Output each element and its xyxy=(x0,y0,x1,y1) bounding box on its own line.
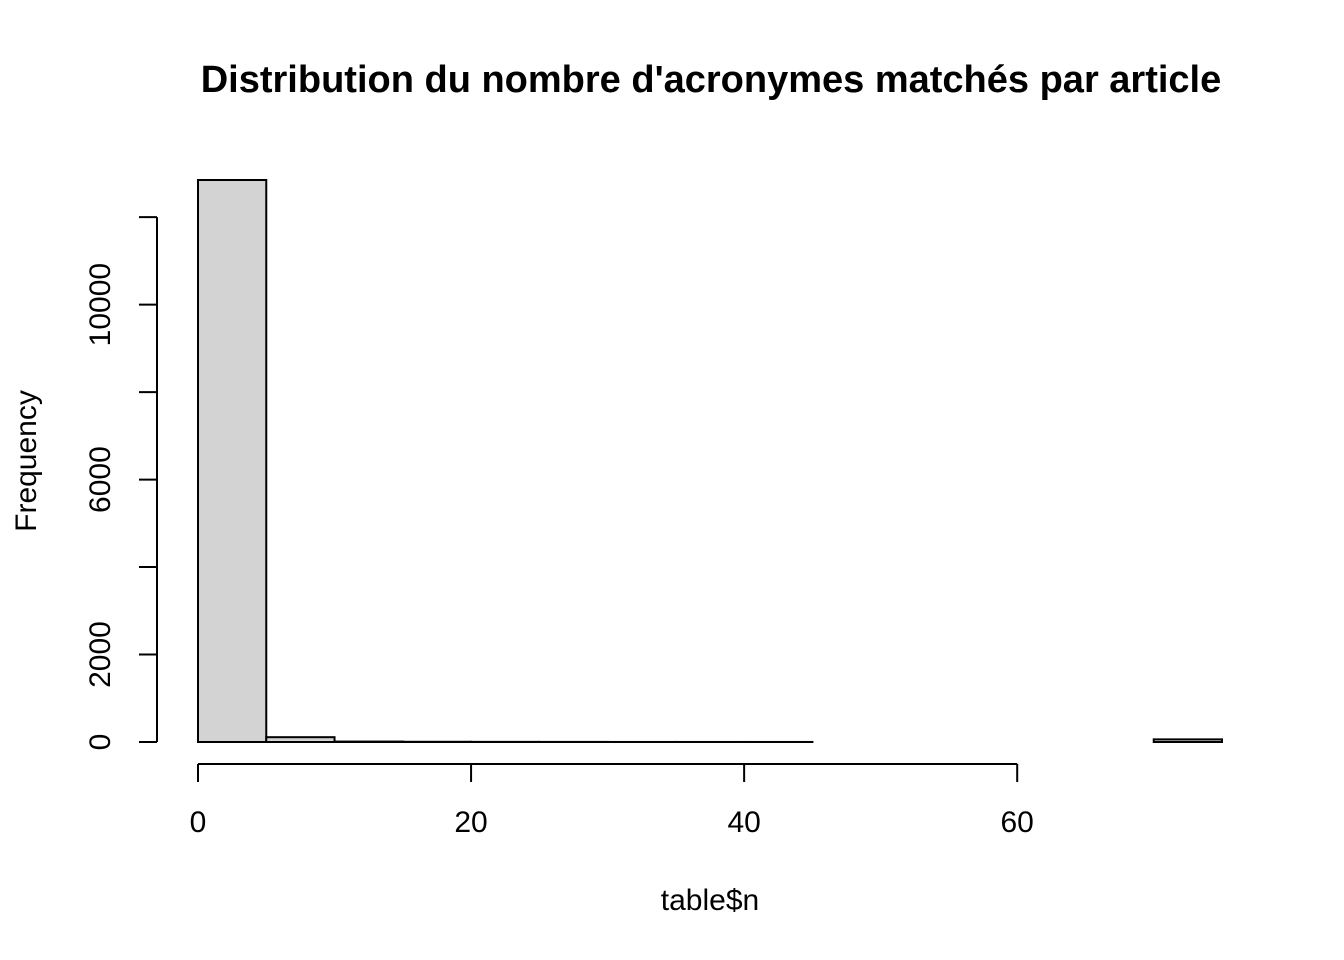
y-axis: 0 2000 6000 10000 xyxy=(84,216,158,751)
histogram-bar xyxy=(265,736,336,743)
y-tick-label: 0 xyxy=(84,734,117,751)
x-tick-label: 0 xyxy=(190,806,207,839)
x-tick-label: 40 xyxy=(727,806,760,839)
y-tick-label: 2000 xyxy=(84,621,117,688)
x-tick-label: 60 xyxy=(1001,806,1034,839)
histogram-bar xyxy=(1152,738,1223,743)
bars-group xyxy=(197,179,1223,744)
y-axis-label: Frequency xyxy=(10,390,43,532)
x-axis: 0 20 40 60 xyxy=(190,763,1034,839)
chart-title: Distribution du nombre d'acronymes match… xyxy=(201,59,1222,101)
x-axis-label: table$n xyxy=(661,884,759,917)
histogram-bar xyxy=(197,179,268,743)
y-tick-label: 6000 xyxy=(84,446,117,513)
x-tick-label: 20 xyxy=(454,806,487,839)
y-tick-label: 10000 xyxy=(84,263,117,346)
